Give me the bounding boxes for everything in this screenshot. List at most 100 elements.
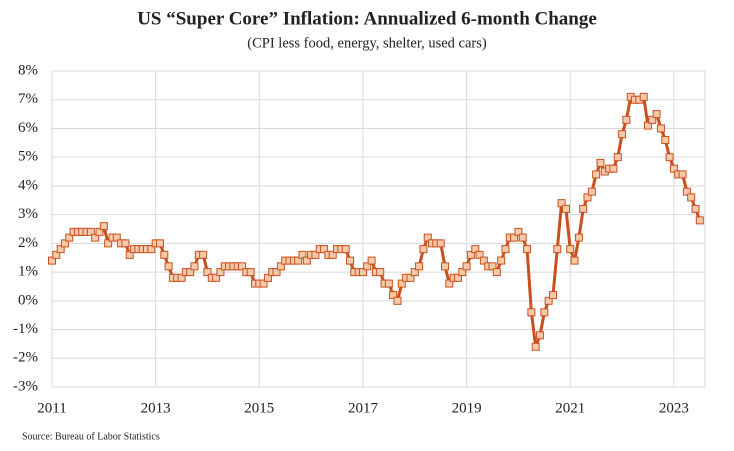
y-tick-label: 2% (18, 235, 38, 251)
y-tick-label: 6% (18, 120, 38, 136)
data-point (345, 256, 354, 265)
data-point (410, 268, 419, 277)
data-point (510, 233, 519, 242)
data-point (544, 296, 553, 305)
data-point (475, 250, 484, 259)
data-point (613, 153, 622, 162)
data-point (570, 256, 579, 265)
y-tick-label: 8% (18, 62, 38, 78)
data-point (121, 239, 130, 248)
data-point (587, 187, 596, 196)
data-point (320, 245, 329, 254)
data-point (212, 273, 221, 282)
data-point (523, 245, 532, 254)
data-point (164, 262, 173, 271)
data-point (540, 308, 549, 317)
data-point (548, 291, 557, 300)
data-point (678, 170, 687, 179)
x-tick-label: 2019 (452, 400, 482, 416)
data-point (86, 227, 95, 236)
y-tick-label: 5% (18, 149, 38, 165)
data-point (531, 342, 540, 351)
data-point (95, 227, 104, 236)
data-point (406, 273, 415, 282)
data-point (656, 124, 665, 133)
data-point (557, 199, 566, 208)
data-point (691, 204, 700, 213)
data-point (246, 268, 255, 277)
data-point (52, 250, 61, 259)
x-tick-label: 2013 (141, 400, 171, 416)
data-point (643, 121, 652, 130)
data-point (276, 262, 285, 271)
data-point (311, 250, 320, 259)
data-point (622, 115, 631, 124)
data-point (393, 296, 402, 305)
data-point (466, 250, 475, 259)
data-point (458, 268, 467, 277)
x-tick-label: 2023 (659, 400, 689, 416)
data-point (436, 239, 445, 248)
x-tick-label: 2017 (348, 400, 379, 416)
data-point (488, 262, 497, 271)
data-point (186, 268, 195, 277)
data-point (363, 262, 372, 271)
data-point (527, 308, 536, 317)
data-point (104, 239, 113, 248)
data-point (669, 164, 678, 173)
data-point (367, 256, 376, 265)
data-point (618, 130, 627, 139)
data-point (272, 268, 281, 277)
data-point (160, 250, 169, 259)
data-point (199, 250, 208, 259)
data-point (592, 170, 601, 179)
data-point (60, 239, 69, 248)
chart-title: US “Super Core” Inflation: Annualized 6-… (137, 8, 597, 29)
data-point (566, 245, 575, 254)
data-point (147, 245, 156, 254)
data-point (259, 279, 268, 288)
data-point (65, 233, 74, 242)
data-point (423, 233, 432, 242)
y-tick-label: -2% (13, 350, 38, 366)
data-point (263, 273, 272, 282)
data-point (112, 233, 121, 242)
data-point (419, 245, 428, 254)
data-point (445, 279, 454, 288)
data-point (501, 245, 510, 254)
data-point (358, 268, 367, 277)
data-point (583, 193, 592, 202)
data-point (462, 262, 471, 271)
data-point (661, 135, 670, 144)
data-point (302, 256, 311, 265)
data-point (497, 256, 506, 265)
data-point (99, 222, 108, 231)
y-tick-label: 1% (18, 264, 38, 280)
data-point (695, 216, 704, 225)
data-point (155, 239, 164, 248)
data-point (440, 262, 449, 271)
y-tick-label: 4% (18, 177, 38, 193)
data-point (453, 273, 462, 282)
data-point (177, 273, 186, 282)
data-point (609, 164, 618, 173)
data-point (48, 256, 56, 265)
data-point (682, 187, 691, 196)
chart-subtitle: (CPI less food, energy, shelter, used ca… (247, 35, 487, 51)
data-point (518, 233, 527, 242)
x-tick-label: 2021 (555, 400, 585, 416)
data-point (596, 158, 605, 167)
data-point (553, 245, 562, 254)
data-point (294, 256, 303, 265)
data-point (639, 92, 648, 101)
data-point (389, 291, 398, 300)
data-point (91, 233, 100, 242)
data-point (125, 250, 134, 259)
data-point (397, 279, 406, 288)
data-point (298, 250, 307, 259)
data-point (415, 262, 424, 271)
data-point (687, 193, 696, 202)
data-point (190, 262, 199, 271)
data-point (652, 110, 661, 119)
